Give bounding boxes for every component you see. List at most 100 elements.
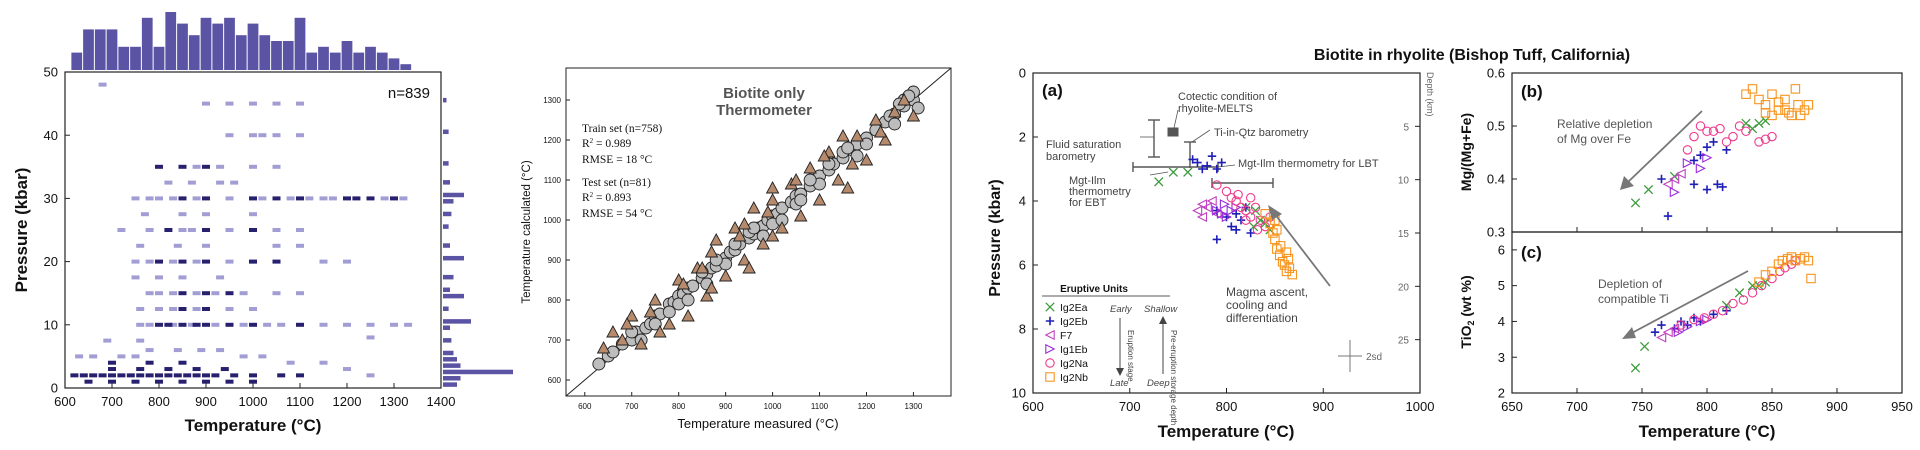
data-point — [1241, 205, 1251, 216]
data-point — [272, 291, 281, 296]
data-point — [1236, 202, 1246, 213]
data-point — [192, 164, 201, 169]
data-point — [225, 307, 234, 311]
y-tick-label: 20 — [44, 254, 58, 269]
test-point — [897, 93, 911, 106]
data-point — [1767, 273, 1777, 284]
data-points — [1630, 84, 1814, 221]
data-point — [249, 164, 257, 169]
data-point — [249, 212, 257, 217]
data-point — [1702, 143, 1712, 152]
data-point — [155, 291, 163, 296]
histogram-bar — [341, 41, 353, 70]
data-point — [277, 373, 286, 378]
data-point — [1211, 208, 1222, 219]
data-point — [1217, 158, 1226, 167]
x-axis-label: Temperature (°C) — [185, 416, 322, 435]
data-point — [296, 196, 304, 201]
test-point — [620, 317, 634, 330]
test-point — [704, 281, 719, 294]
y-tick-label: 3 — [1498, 350, 1505, 365]
data-point — [1212, 205, 1223, 216]
depth-tick-label: 20 — [1398, 282, 1410, 293]
y-tick-label: 10 — [1012, 386, 1026, 401]
data-point — [1657, 174, 1666, 184]
test-point — [761, 205, 775, 218]
legend-label: Ig2Eb — [1060, 316, 1088, 328]
data-point — [145, 259, 154, 264]
x-tick-label: 700 — [101, 394, 123, 409]
test-point — [789, 173, 803, 186]
data-point — [173, 348, 182, 353]
data-point — [108, 373, 116, 378]
data-point — [187, 228, 196, 232]
data-point — [1662, 327, 1673, 338]
data-point — [1662, 179, 1673, 190]
data-point — [202, 164, 210, 169]
x-tick-label: 1300 — [905, 402, 923, 411]
data-point — [1806, 273, 1816, 284]
data-point — [1656, 332, 1667, 343]
data-point — [211, 373, 220, 378]
train-point — [648, 317, 662, 331]
histogram-bar — [376, 52, 388, 70]
data-point — [202, 196, 210, 201]
data-point — [216, 275, 225, 280]
data-point — [249, 322, 257, 327]
data-point — [1709, 310, 1718, 319]
data-point — [1226, 205, 1237, 216]
test-point — [775, 221, 789, 234]
data-point — [239, 322, 248, 327]
data-point — [328, 196, 337, 201]
data-point — [192, 373, 201, 378]
data-point — [1231, 196, 1241, 206]
data-points — [70, 82, 413, 384]
test-point — [606, 325, 620, 338]
histogram-bar — [443, 363, 461, 368]
x-tick-label: 800 — [672, 402, 686, 411]
data-point — [1183, 167, 1193, 177]
test-point — [817, 149, 831, 162]
data-point — [1777, 255, 1788, 266]
data-point — [1760, 134, 1771, 145]
x-tick-label: 600 — [578, 402, 592, 411]
data-point — [1245, 193, 1256, 203]
data-point — [155, 259, 163, 264]
data-point — [272, 101, 281, 106]
data-point — [169, 196, 178, 201]
chart-title-line-2: Thermometer — [716, 102, 812, 119]
data-point — [131, 259, 140, 264]
test-point — [906, 109, 921, 122]
data-point — [319, 360, 328, 365]
histogram-bar — [83, 29, 94, 70]
histogram-bar — [443, 97, 447, 103]
legend-marker — [1045, 302, 1055, 312]
y-tick-label: 0.3 — [1487, 225, 1505, 240]
data-point — [1255, 215, 1266, 225]
x-tick-label: 600 — [1022, 399, 1044, 414]
data-point — [178, 322, 187, 327]
test-point — [653, 325, 667, 338]
plot-frame — [565, 67, 952, 397]
histogram-bar — [443, 376, 461, 381]
data-point — [1202, 161, 1212, 170]
data-point — [1747, 288, 1758, 298]
histogram-bar — [294, 17, 306, 70]
data-point — [164, 228, 173, 232]
data-point — [1709, 137, 1718, 147]
data-point — [286, 196, 295, 201]
test-point — [695, 261, 709, 274]
data-point — [390, 196, 398, 201]
data-point — [169, 307, 178, 311]
histogram-bar — [443, 199, 454, 204]
data-point — [1283, 253, 1294, 264]
test-point — [793, 209, 808, 222]
data-point — [108, 360, 116, 365]
data-point — [1717, 305, 1728, 316]
y-tick-label: 6 — [1019, 258, 1026, 273]
data-point — [239, 354, 248, 359]
data-point — [225, 291, 234, 296]
data-point — [178, 212, 187, 217]
x-tick-label: 700 — [1119, 399, 1141, 414]
data-point — [1287, 269, 1298, 280]
